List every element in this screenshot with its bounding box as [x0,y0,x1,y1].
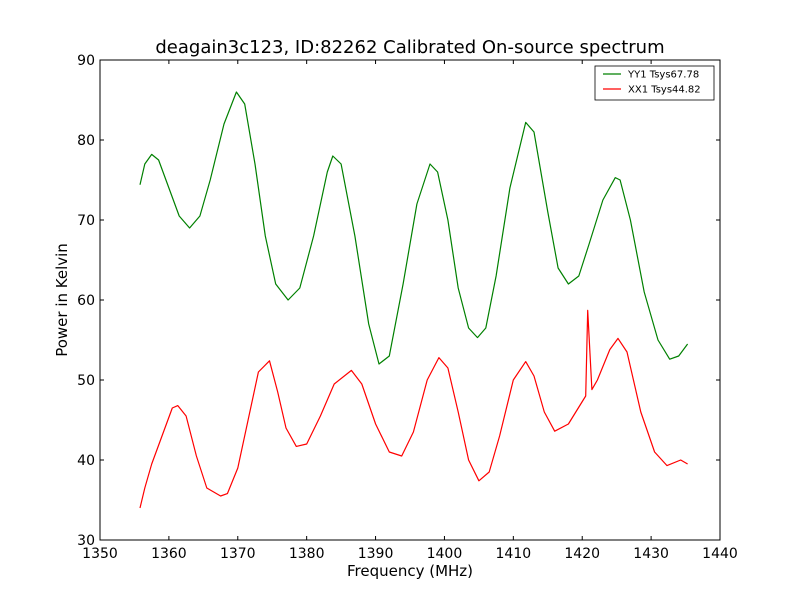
series-line-0 [139,91,689,365]
x-tick-label: 1430 [633,546,669,562]
legend-label-yy1: YY1 Tsys67.78 [627,70,699,81]
chart-title: deagain3c123, ID:82262 Calibrated On-sou… [155,37,664,58]
x-tick-label: 1410 [496,546,532,562]
legend: YY1 Tsys67.78 XX1 Tsys44.82 [594,65,715,101]
legend-box [594,65,715,101]
y-axis-title: Power in Kelvin [53,243,71,357]
y-tick-label: 40 [77,453,95,469]
legend-label-xx1: XX1 Tsys44.82 [628,85,701,96]
y-tick-label: 80 [77,133,95,149]
x-tick-label: 1350 [82,546,118,562]
series-line-1 [139,309,688,509]
x-tick-label: 1420 [564,546,600,562]
y-tick-label: 90 [77,53,95,69]
y-tick-label: 60 [77,293,95,309]
x-tick-label: 1440 [702,546,738,562]
ticks-layer: 1350 1360 1370 1380 1390 1400 1410 1420 1430 1440… [77,53,738,562]
y-tick-label: 50 [77,373,95,389]
series-layer [139,91,689,509]
x-tick-label: 1400 [427,546,463,562]
x-tick-label: 1380 [289,546,325,562]
y-tick-label: 30 [77,533,95,549]
y-tick-label: 70 [77,213,95,229]
x-tick-label: 1360 [151,546,187,562]
x-tick-label: 1370 [220,546,256,562]
x-tick-label: 1390 [358,546,394,562]
x-axis-title: Frequency (MHz) [347,562,473,580]
